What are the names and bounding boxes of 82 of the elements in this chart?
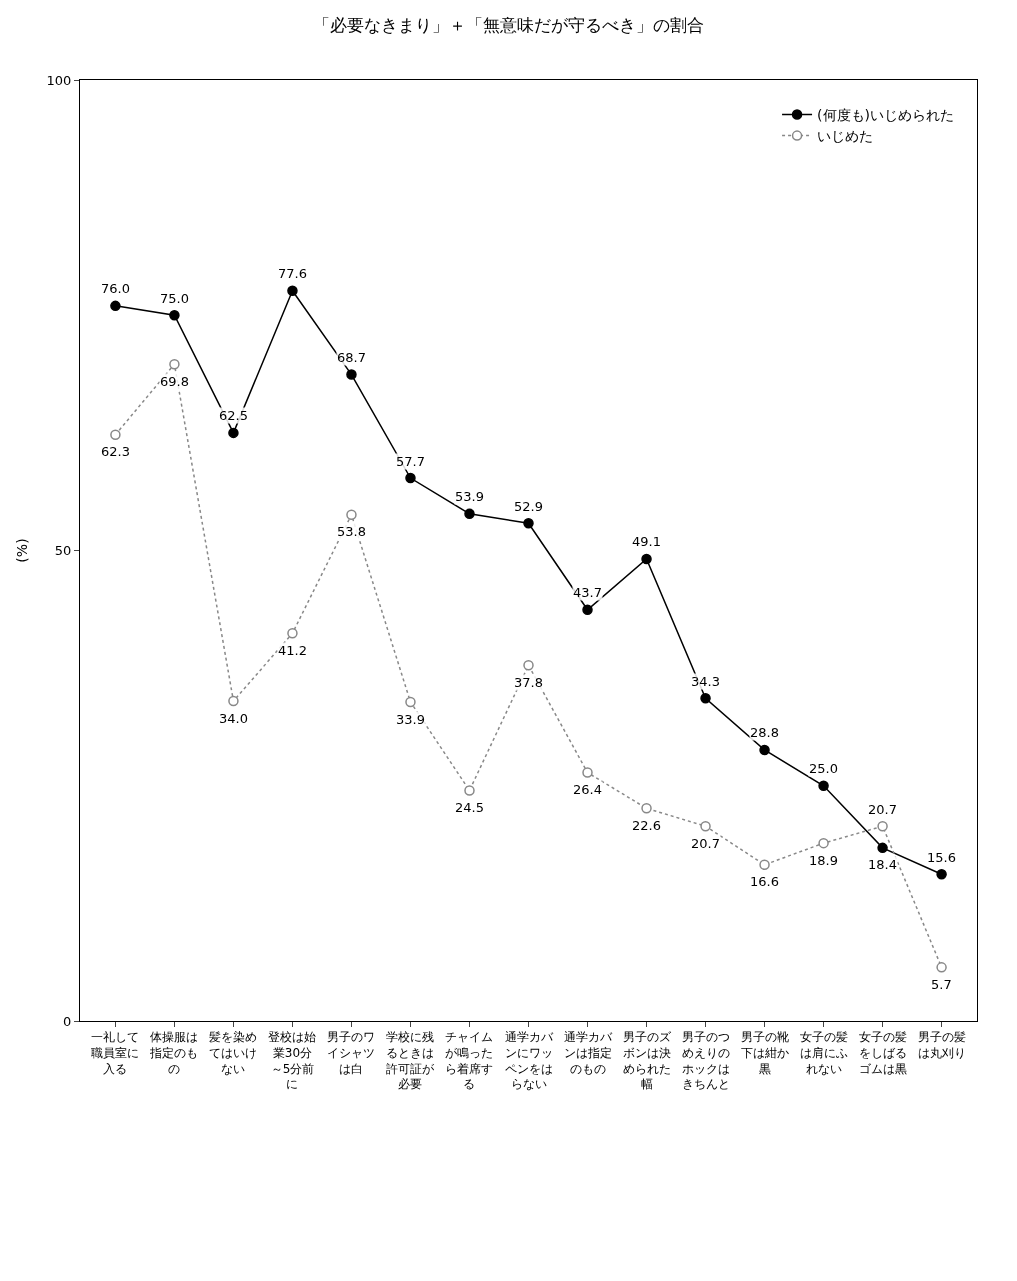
point <box>700 820 711 832</box>
x-tick-label: 通学カバンは指定のもの <box>563 1030 613 1076</box>
point <box>228 427 239 439</box>
x-tick-label: 男子のワイシャツは白 <box>327 1030 376 1076</box>
point <box>110 300 121 312</box>
point <box>405 696 416 708</box>
point <box>877 820 888 832</box>
x-tick-label: 男子の靴下は紺か黒 <box>740 1030 789 1076</box>
point <box>110 429 121 441</box>
data-label: 62.3 <box>101 444 130 459</box>
data-label: 33.9 <box>396 712 425 727</box>
x-tick-label: 女子の髪をしばるゴムは黒 <box>858 1030 907 1076</box>
data-label: 16.6 <box>750 874 779 889</box>
x-tick-label: 男子のつめえりのホックはきちんと <box>681 1030 730 1092</box>
point <box>523 660 534 671</box>
data-label: 37.8 <box>514 675 543 690</box>
point <box>464 508 475 520</box>
point <box>700 692 711 704</box>
y-axis-title: (%) <box>14 538 31 563</box>
point <box>582 767 593 778</box>
data-label: 49.1 <box>632 534 661 549</box>
data-label: 62.5 <box>219 408 248 423</box>
legend-label: いじめた <box>817 128 874 145</box>
point <box>405 472 416 484</box>
data-label: 69.8 <box>160 374 189 389</box>
x-tick-label: 男子のズボンは決められた幅 <box>622 1030 672 1092</box>
data-label: 18.9 <box>809 853 838 868</box>
point <box>759 859 770 871</box>
data-label: 53.8 <box>337 524 366 539</box>
x-tick-label: チャイムが鳴ったら着席する <box>445 1030 494 1092</box>
chart-title: 「必要なきまり」＋「無意味だが守るべき」の割合 <box>313 15 704 36</box>
point <box>287 285 298 297</box>
data-label: 75.0 <box>160 291 189 306</box>
point <box>228 695 239 707</box>
data-label: 52.9 <box>514 499 543 514</box>
x-tick-label: 通学カバンにワッペンをはらない <box>504 1030 554 1092</box>
y-tick-label: 100 <box>46 72 72 88</box>
data-label: 18.4 <box>868 857 897 872</box>
data-label: 20.7 <box>868 802 897 817</box>
point <box>287 628 298 639</box>
point <box>759 744 770 756</box>
point <box>818 780 829 791</box>
point <box>641 803 652 814</box>
y-tick-label: 50 <box>54 543 72 559</box>
x-tick-label: 体操服は指定のもの <box>149 1030 199 1076</box>
point <box>641 553 652 565</box>
data-label: 53.9 <box>455 489 484 504</box>
point <box>936 868 947 880</box>
data-label: 34.3 <box>691 674 720 689</box>
data-label: 15.6 <box>927 850 956 865</box>
point <box>169 310 180 321</box>
data-label: 77.6 <box>278 266 307 281</box>
data-label: 25.0 <box>809 761 838 776</box>
data-label: 57.7 <box>396 454 425 469</box>
point <box>346 369 357 380</box>
data-label: 26.4 <box>573 782 602 797</box>
data-label: 20.7 <box>691 836 720 851</box>
x-tick-label: 髪を染めてはいけない <box>209 1030 258 1076</box>
data-label: 41.2 <box>278 643 307 658</box>
point <box>523 517 534 529</box>
x-tick-label: 登校は始業30分～5分前に <box>268 1030 317 1092</box>
point <box>582 604 593 616</box>
data-label: 76.0 <box>101 281 130 296</box>
point <box>936 962 947 973</box>
data-label: 5.7 <box>931 977 952 992</box>
point <box>877 842 888 854</box>
data-label: 43.7 <box>573 585 602 600</box>
data-label: 24.5 <box>455 800 484 815</box>
x-tick-label: 女子の髪は肩にふれない <box>799 1030 848 1076</box>
x-tick-label: 学校に残るときは許可証が必要 <box>386 1030 436 1092</box>
x-tick-label: 一礼して職員室に入る <box>91 1030 140 1076</box>
point <box>169 358 180 370</box>
legend-label: (何度も)いじめられた <box>817 106 954 123</box>
data-label: 34.0 <box>219 711 248 726</box>
x-tick-label: 男子の髪は丸刈り <box>917 1030 966 1060</box>
data-label: 22.6 <box>632 818 661 833</box>
y-tick-label: 0 <box>63 1013 72 1029</box>
point <box>818 837 829 849</box>
data-label: 68.7 <box>337 350 366 365</box>
point <box>346 509 357 520</box>
data-label: 28.8 <box>750 725 779 740</box>
point <box>464 785 475 796</box>
